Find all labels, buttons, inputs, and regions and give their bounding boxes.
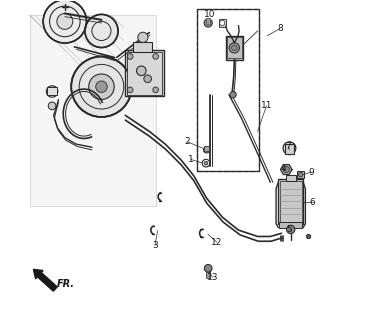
Circle shape	[298, 172, 303, 177]
Circle shape	[283, 142, 296, 155]
Bar	[206, 18, 210, 24]
Bar	[285, 144, 294, 154]
Bar	[197, 9, 259, 171]
Text: 12: 12	[211, 238, 222, 247]
Bar	[47, 87, 57, 95]
Circle shape	[57, 13, 73, 29]
Bar	[227, 37, 242, 58]
Circle shape	[144, 75, 152, 83]
Text: 1: 1	[188, 155, 194, 164]
Bar	[125, 50, 164, 96]
Circle shape	[204, 161, 208, 165]
Circle shape	[48, 102, 56, 110]
Text: 3: 3	[152, 241, 158, 250]
Circle shape	[204, 265, 212, 272]
Text: 10: 10	[204, 10, 216, 19]
Bar	[127, 52, 162, 95]
Bar	[197, 9, 259, 171]
Bar	[286, 175, 296, 181]
Bar	[219, 19, 226, 27]
Circle shape	[127, 87, 133, 93]
Circle shape	[46, 86, 58, 97]
Circle shape	[283, 166, 290, 173]
Circle shape	[127, 53, 133, 59]
FancyArrow shape	[33, 269, 57, 291]
Circle shape	[89, 74, 114, 100]
Circle shape	[231, 45, 237, 51]
Bar	[206, 272, 210, 278]
Circle shape	[203, 147, 210, 153]
Text: 8: 8	[277, 24, 283, 33]
Circle shape	[229, 43, 239, 53]
Circle shape	[204, 19, 212, 27]
Circle shape	[71, 56, 132, 117]
Circle shape	[220, 20, 225, 26]
Text: 11: 11	[261, 101, 272, 110]
Circle shape	[136, 66, 146, 76]
Bar	[297, 171, 304, 178]
Bar	[134, 42, 153, 52]
Polygon shape	[280, 164, 292, 174]
Text: FR.: FR.	[57, 279, 75, 289]
Text: 9: 9	[308, 168, 314, 177]
Text: 5: 5	[286, 225, 292, 234]
Circle shape	[85, 14, 118, 48]
Bar	[280, 181, 302, 222]
Text: 6: 6	[310, 198, 316, 207]
Circle shape	[43, 0, 87, 43]
Circle shape	[153, 53, 159, 59]
Bar	[30, 15, 156, 206]
Text: 4: 4	[280, 164, 286, 173]
Circle shape	[306, 234, 311, 239]
Circle shape	[96, 81, 107, 92]
Text: 7: 7	[285, 142, 291, 151]
Circle shape	[286, 225, 295, 234]
Circle shape	[153, 87, 159, 93]
Circle shape	[230, 92, 236, 98]
Text: 13: 13	[207, 273, 218, 282]
Bar	[278, 179, 303, 224]
Bar	[279, 222, 302, 228]
Bar	[204, 146, 209, 151]
Circle shape	[138, 32, 148, 43]
Text: 2: 2	[184, 137, 190, 146]
Bar	[226, 36, 243, 60]
